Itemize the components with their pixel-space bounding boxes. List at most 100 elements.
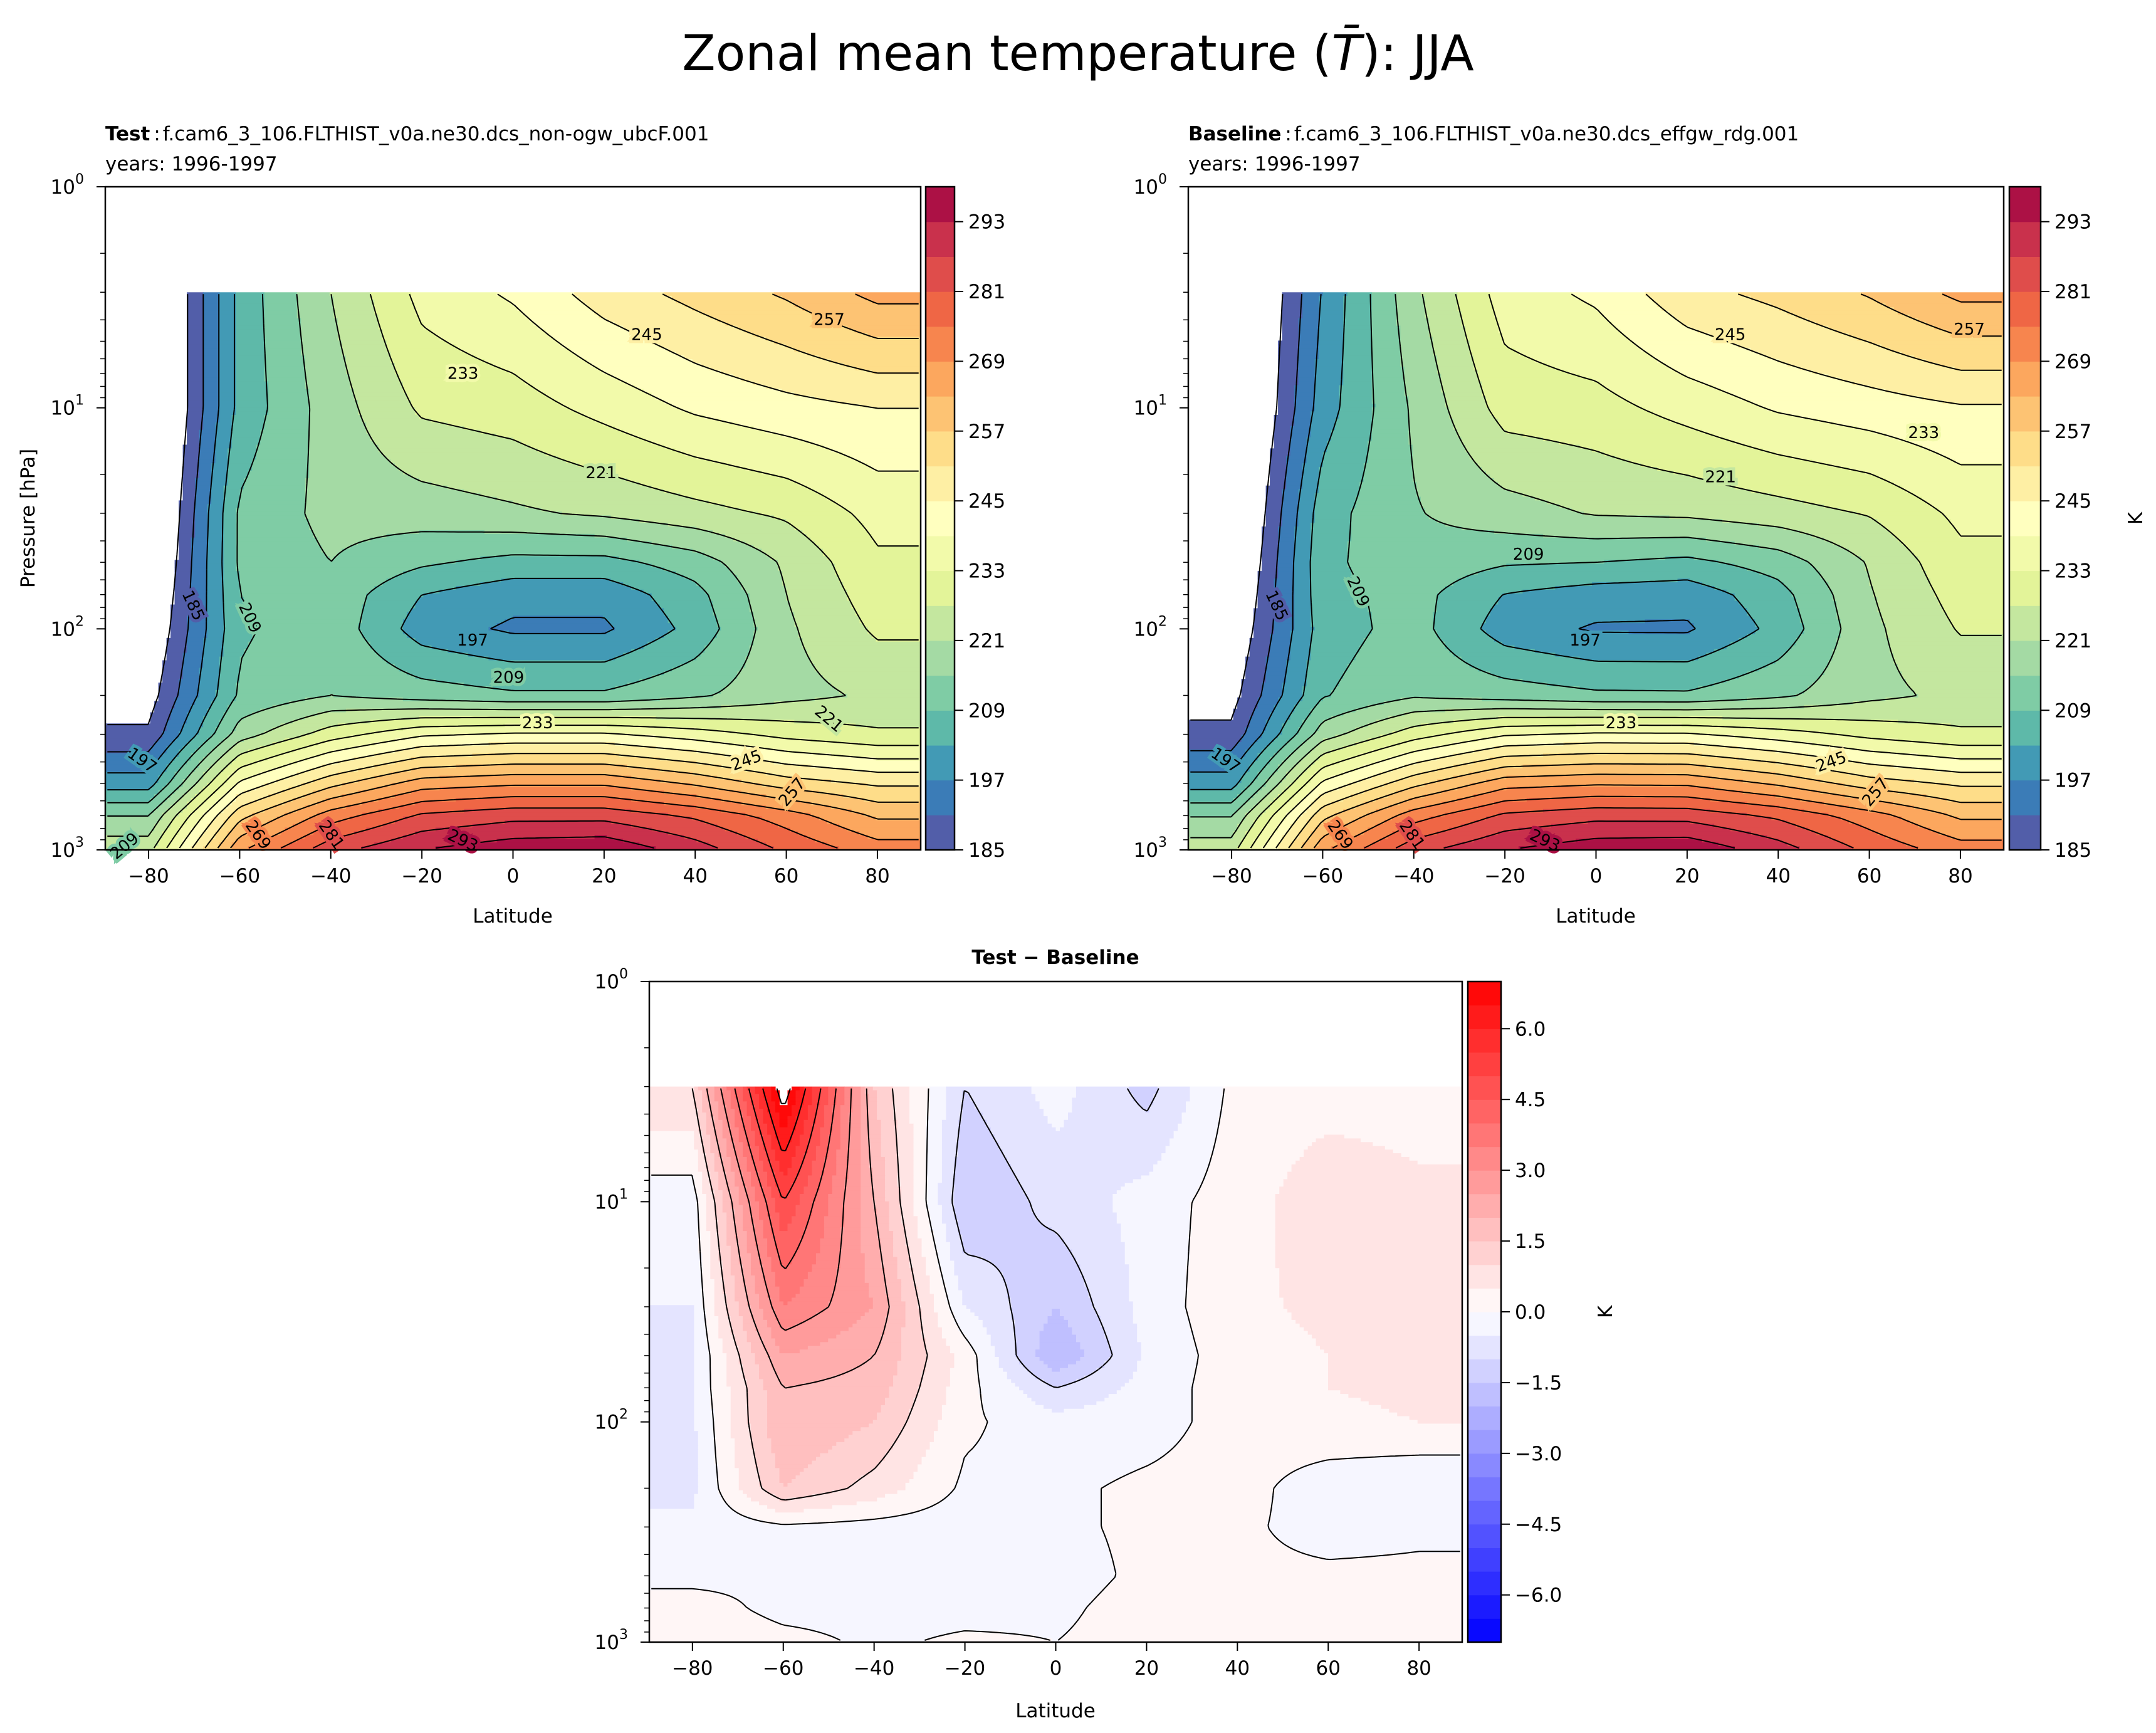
contour-fill-cell	[803, 1186, 820, 1191]
contour-fill-cell	[1011, 1164, 1154, 1169]
contour-fill-cell	[1265, 508, 1283, 512]
contour-fill-cell	[743, 1094, 751, 1098]
contour-fill-cell	[158, 790, 175, 795]
contour-fill-cell	[1433, 348, 1470, 352]
contour-fill-cell	[716, 634, 754, 639]
contour-fill-cell	[1290, 429, 1311, 434]
contour-fill-cell	[803, 1127, 812, 1132]
contour-fill-cell	[228, 749, 249, 754]
contour-fill-cell	[1360, 1138, 1463, 1143]
contour-fill-cell	[1938, 600, 2004, 605]
contour-fill-cell	[105, 760, 155, 765]
contour-fill-cell	[1412, 478, 1495, 483]
contour-fill-cell	[394, 463, 579, 468]
contour-fill-cell	[162, 664, 184, 668]
contour-fill-cell	[1710, 798, 1801, 802]
contour-fill-cell	[1706, 537, 1825, 542]
contour-fill-cell	[1294, 400, 1316, 404]
contour-fill-cell	[1428, 816, 1487, 821]
contour-fill-cell	[191, 831, 204, 835]
contour-fill-cell	[236, 742, 273, 746]
contour-fill-cell	[1278, 400, 1295, 404]
contour-fill-cell	[795, 1205, 812, 1210]
contour-fill-cell	[195, 768, 208, 772]
contour-fill-cell	[726, 1086, 735, 1091]
contour-line	[107, 294, 204, 753]
contour-fill-cell	[1302, 772, 1316, 776]
contour-fill-cell	[795, 1153, 805, 1158]
contour-fill-cell	[871, 537, 921, 542]
contour-fill-cell	[1343, 712, 1405, 716]
contour-fill-cell	[1445, 585, 1556, 590]
contour-fill-cell	[1747, 671, 1825, 676]
contour-fill-cell	[765, 385, 921, 390]
contour-fill-cell	[1294, 389, 1316, 393]
contour-fill-cell	[1625, 333, 1711, 337]
contour-fill-cell	[219, 404, 236, 408]
contour-fill-cell	[203, 637, 224, 642]
contour-fill-cell	[852, 1086, 861, 1091]
contour-fill-cell	[844, 1097, 853, 1102]
contour-fill-cell	[649, 1171, 703, 1176]
contour-fill-cell	[913, 1205, 926, 1210]
contour-fill-cell	[751, 1156, 760, 1161]
contour-fill-cell	[897, 1149, 914, 1154]
contour-fill-cell	[946, 1231, 959, 1235]
contour-fill-cell	[871, 634, 921, 639]
contour-fill-cell	[207, 600, 224, 605]
contour-fill-cell	[607, 318, 718, 323]
contour-fill-cell	[807, 1109, 817, 1113]
contour-fill-cell	[771, 1194, 780, 1198]
contour-fill-cell	[1910, 686, 2004, 691]
contour-fill-cell	[1400, 801, 1442, 806]
contour-fill-cell	[244, 485, 306, 490]
contour-fill-cell	[223, 519, 236, 523]
contour-fill-cell	[710, 1113, 719, 1117]
contour-fill-cell	[672, 296, 783, 300]
contour-fill-cell	[170, 623, 187, 627]
contour-fill-cell	[1628, 459, 1813, 464]
contour-fill-cell	[280, 753, 322, 758]
contour-fill-cell	[649, 1179, 694, 1183]
contour-fill-cell	[1039, 1105, 1073, 1109]
contour-fill-cell	[1237, 846, 1250, 851]
contour-fill-cell	[1278, 396, 1295, 401]
contour-fill-cell	[901, 1220, 918, 1224]
contour-fill-cell	[1412, 474, 1490, 479]
contour-fill-cell	[1775, 660, 1829, 664]
contour-fill-cell	[696, 727, 921, 731]
contour-fill-cell	[1775, 452, 1939, 456]
contour-fill-cell	[1265, 671, 1287, 676]
colorbar-tick-label: 233	[2054, 560, 2091, 583]
contour-fill-cell	[256, 827, 285, 832]
contour-fill-cell	[1861, 556, 1918, 560]
contour-fill-cell	[1294, 404, 1316, 408]
contour-fill-cell	[464, 809, 632, 814]
contour-fill-cell	[828, 1086, 837, 1091]
contour-fill-cell	[1465, 444, 1580, 449]
contour-fill-cell	[264, 340, 301, 345]
contour-fill-cell	[767, 1127, 776, 1132]
contour-fill-cell	[726, 1212, 735, 1217]
contour-fill-cell	[1265, 519, 1283, 523]
contour-fill-cell	[694, 1094, 703, 1098]
contour-fill-cell	[1669, 366, 1801, 371]
contour-fill-cell	[358, 411, 416, 416]
contour-fill-cell	[1498, 716, 1723, 720]
contour-fill-cell	[1950, 523, 2004, 527]
contour-fill-cell	[182, 783, 196, 787]
contour-fill-cell	[702, 1175, 711, 1180]
contour-fill-cell	[861, 1201, 874, 1206]
contour-fill-cell	[867, 835, 921, 839]
contour-fill-cell	[305, 355, 347, 360]
contour-fill-cell	[1282, 731, 1299, 735]
test-panel-title: Test: f.cam6_3_106.FLTHIST_v0a.ne30.dcs_n…	[105, 123, 709, 145]
contour-fill-cell	[759, 1153, 768, 1158]
contour-fill-cell	[698, 1235, 711, 1239]
contour-fill-cell	[746, 1160, 756, 1165]
contour-fill-cell	[305, 478, 420, 483]
contour-fill-cell	[1845, 842, 1907, 847]
contour-fill-cell	[1343, 798, 1376, 802]
contour-fill-cell	[285, 764, 322, 769]
contour-fill-cell	[228, 775, 253, 780]
